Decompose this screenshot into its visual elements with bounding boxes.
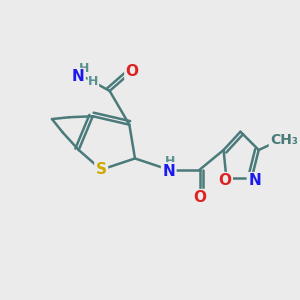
Text: S: S	[96, 162, 107, 177]
Text: N: N	[72, 69, 84, 84]
Text: N: N	[248, 173, 261, 188]
Text: H: H	[88, 75, 98, 88]
Text: O: O	[218, 173, 232, 188]
Text: H: H	[79, 62, 89, 76]
Text: H: H	[165, 155, 175, 168]
Text: N: N	[162, 164, 175, 178]
Text: O: O	[126, 64, 139, 79]
Text: CH₃: CH₃	[270, 133, 298, 147]
Text: O: O	[193, 190, 206, 205]
